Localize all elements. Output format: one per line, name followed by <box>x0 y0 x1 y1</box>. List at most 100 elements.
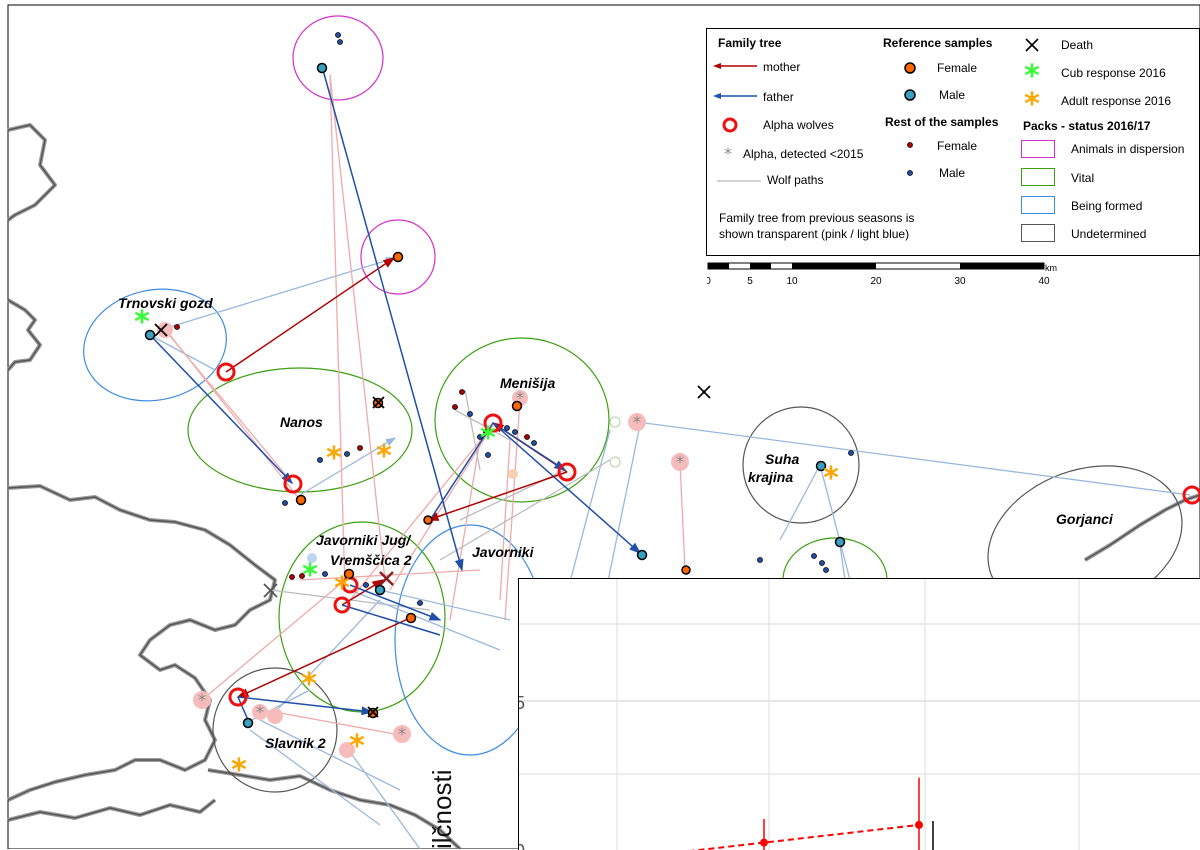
wolf-path-line-icon <box>717 180 761 182</box>
pack-ellipse-nanos <box>187 367 413 493</box>
svg-text:*: * <box>256 703 265 723</box>
pack-label-trnovski: Trnovski gozd <box>118 295 213 311</box>
legend-alpha-label: Alpha wolves <box>763 118 834 132</box>
map-legend: Family tree mother father Alpha wolves *… <box>706 28 1200 256</box>
rest-female-icon <box>907 142 913 148</box>
svg-text:*: * <box>633 413 642 433</box>
scale-tick-40: 40 <box>1038 276 1050 287</box>
pack-label-slavnik: Slavnik 2 <box>265 735 326 751</box>
legend-dispersion-label: Animals in dispersion <box>1071 142 1185 156</box>
legend-note-line2: shown transparent (pink / light blue) <box>719 227 910 241</box>
cub-response-icon: * <box>1024 63 1040 81</box>
series-line <box>690 823 920 850</box>
pack-ellipse-dispersion-north <box>292 15 384 101</box>
legend-mother-label: mother <box>763 60 801 74</box>
svg-text:*: * <box>724 146 732 160</box>
scale-tick-5: 5 <box>747 276 753 287</box>
pack-label-javorniki-jug-1: Javorniki Jug/ <box>316 532 412 548</box>
legend-wolf-paths-label: Wolf paths <box>767 173 824 187</box>
pack-ellipse-dispersion-center <box>360 219 436 295</box>
legend-adult-label: Adult response 2016 <box>1061 94 1172 108</box>
data-point <box>760 838 768 847</box>
svg-text:*: * <box>326 441 342 476</box>
pack-ellipse-trnovski <box>83 288 227 402</box>
legend-vital-label: Vital <box>1071 171 1095 185</box>
pack-ellipse-menisija <box>434 337 610 503</box>
scale-tick-10: 10 <box>786 276 798 287</box>
reference-male-icon <box>904 89 916 101</box>
being-formed-swatch <box>1021 196 1055 214</box>
svg-text:*: * <box>1024 91 1040 109</box>
death-markers <box>154 323 711 718</box>
svg-text:*: * <box>480 421 496 456</box>
data-point <box>915 820 923 829</box>
alpha-old-icon: * <box>724 146 732 160</box>
pack-label-suha-2: krajina <box>748 469 793 485</box>
legend-reference-female-label: Female <box>937 61 978 75</box>
scale-tick-20: 20 <box>870 276 882 287</box>
scale-tick-0: 0 <box>707 276 711 287</box>
rest-male-icon <box>907 170 913 176</box>
pack-label-javorniki-jug-2: Vremščica 2 <box>330 552 412 568</box>
svg-text:*: * <box>823 461 839 496</box>
y-tick-50: 50 <box>519 841 525 850</box>
country-borders <box>6 123 1200 849</box>
svg-text:*: * <box>676 453 685 473</box>
legend-being-formed-label: Being formed <box>1071 199 1143 213</box>
legend-rest-male-label: Male <box>939 166 966 180</box>
rest-samples <box>174 32 854 606</box>
legend-cub-label: Cub response 2016 <box>1061 66 1166 80</box>
pack-label-javorniki: Javorniki <box>472 544 535 560</box>
mother-arrow-icon <box>713 63 757 69</box>
wolf-paths <box>149 74 1191 849</box>
svg-text:*: * <box>1024 63 1040 81</box>
dispersion-swatch <box>1021 140 1055 158</box>
legend-note-line1: Family tree from previous seasons is <box>719 211 915 225</box>
pack-ellipse-suha <box>742 406 860 524</box>
legend-alpha-old-label: Alpha, detected <2015 <box>743 147 864 161</box>
pack-ellipse-slavnik <box>212 667 338 793</box>
scale-tick-30: 30 <box>954 276 966 287</box>
legend-rest-female-label: Female <box>937 139 978 153</box>
reference-female-icon <box>904 62 916 74</box>
legend-reference-male-label: Male <box>939 88 966 102</box>
legend-family-tree-heading: Family tree <box>718 36 782 50</box>
legend-father-label: father <box>763 90 794 104</box>
alpha-ring-icon <box>722 117 738 133</box>
svg-text:*: * <box>302 558 318 593</box>
pack-labels: Trnovski gozd Nanos Menišija Suha krajin… <box>118 295 1114 751</box>
legend-reference-heading: Reference samples <box>883 36 993 50</box>
y-tick-75: 75 <box>519 693 525 713</box>
death-icon <box>1025 38 1039 52</box>
undetermined-swatch <box>1021 224 1055 242</box>
svg-text:*: * <box>134 305 150 340</box>
howling-responses: * * * * * * * * * * <box>134 305 839 788</box>
pack-label-nanos: Nanos <box>280 414 323 430</box>
adult-response-icon: * <box>1024 91 1040 109</box>
chart-series <box>690 777 923 850</box>
legend-rest-heading: Rest of the samples <box>885 115 999 129</box>
svg-text:*: * <box>198 691 207 711</box>
overlay-chart: 75 50 <box>518 578 1200 850</box>
overlay-chart-ylabel: ilčnosti <box>427 769 457 849</box>
svg-text:*: * <box>516 389 525 409</box>
legend-undetermined-label: Undetermined <box>1071 227 1147 241</box>
svg-text:*: * <box>231 753 247 788</box>
pack-label-suha-1: Suha <box>765 451 799 467</box>
scale-unit: km <box>1045 263 1057 273</box>
vital-swatch <box>1021 168 1055 186</box>
pack-label-gorjanci: Gorjanci <box>1056 511 1114 527</box>
pack-label-menisija: Menišija <box>500 375 555 391</box>
legend-death-label: Death <box>1061 38 1094 52</box>
scale-bar: km 0 5 10 20 30 40 <box>707 262 1057 287</box>
map-frame <box>7 4 1200 849</box>
svg-text:*: * <box>301 667 317 702</box>
reference-samples <box>144 62 846 729</box>
father-arrow-icon <box>713 93 757 99</box>
svg-text:*: * <box>349 729 365 764</box>
svg-text:*: * <box>376 439 392 474</box>
chart-grid <box>519 579 1200 850</box>
legend-packs-heading: Packs - status 2016/17 <box>1023 119 1151 133</box>
overlay-chart-svg: 75 50 <box>519 579 1200 850</box>
svg-text:*: * <box>398 725 407 745</box>
